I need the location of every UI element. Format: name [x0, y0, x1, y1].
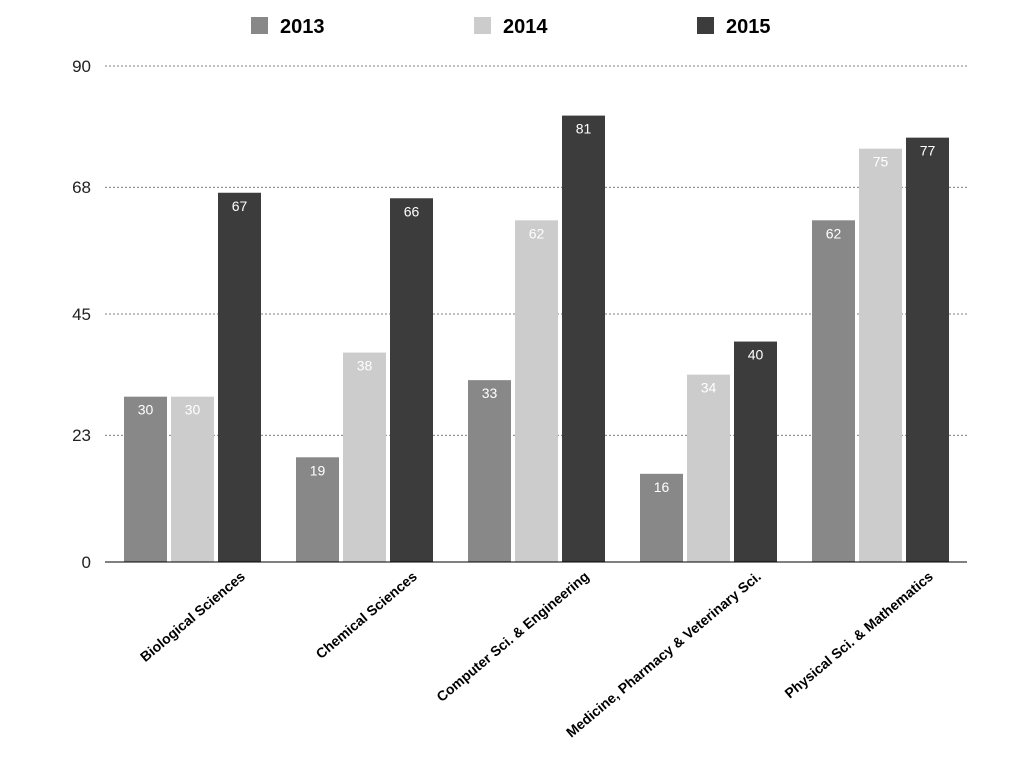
- bar-value-label: 81: [576, 121, 592, 137]
- legend: 2013 2014 2015: [251, 16, 771, 38]
- y-tick-label: 68: [72, 178, 91, 197]
- bar-value-label: 75: [873, 154, 889, 170]
- bar: [468, 380, 511, 562]
- bar: [906, 137, 949, 562]
- legend-label: 2015: [726, 16, 771, 38]
- bar: [343, 352, 386, 562]
- x-category-label: Chemical Sciences: [312, 568, 420, 662]
- bar: [734, 341, 777, 562]
- bar-value-label: 62: [826, 225, 842, 241]
- y-tick-label: 90: [72, 57, 91, 76]
- legend-swatch: [697, 17, 714, 34]
- y-tick-label: 45: [72, 305, 91, 324]
- bar-value-label: 30: [185, 402, 201, 418]
- bar-value-label: 30: [138, 402, 154, 418]
- bar: [218, 192, 261, 562]
- bars: [124, 115, 949, 563]
- bar-value-label: 62: [529, 225, 545, 241]
- x-category-label: Medicine, Pharmacy & Veterinary Sci.: [563, 568, 764, 740]
- bar: [171, 396, 214, 562]
- bar: [515, 220, 558, 563]
- y-tick-label: 0: [82, 553, 91, 572]
- bar-value-label: 33: [482, 385, 498, 401]
- bar: [640, 473, 683, 562]
- bar-value-labels: 30 30 67 19 38 66 33 62 81 16 34 40 62 75 77: [138, 121, 936, 495]
- legend-swatch: [251, 17, 268, 34]
- bar: [687, 374, 730, 562]
- bar-value-label: 40: [748, 347, 764, 363]
- bar-value-label: 67: [232, 198, 248, 214]
- bar-value-label: 19: [310, 462, 326, 478]
- bar: [390, 198, 433, 562]
- bar-value-label: 66: [404, 203, 420, 219]
- x-category-label: Biological Sciences: [137, 568, 248, 665]
- bar: [812, 220, 855, 563]
- y-axis-ticks: 0 23 45 68 90: [72, 57, 91, 572]
- y-tick-label: 23: [72, 426, 91, 445]
- bar: [296, 457, 339, 562]
- x-category-label: Computer Sci. & Engineering: [433, 568, 592, 705]
- bar-value-label: 34: [701, 380, 717, 396]
- bar: [124, 396, 167, 562]
- bar-value-label: 38: [357, 358, 373, 374]
- legend-label: 2013: [280, 16, 325, 38]
- bar: [859, 148, 902, 562]
- bar-value-label: 77: [920, 143, 936, 159]
- bar: [562, 115, 605, 562]
- legend-swatch: [474, 17, 491, 34]
- legend-label: 2014: [503, 16, 548, 38]
- bar-value-label: 16: [654, 479, 670, 495]
- x-axis-category-labels: Biological Sciences Chemical Sciences Comp…: [137, 568, 936, 740]
- x-category-label: Physical Sci. & Mathematics: [781, 568, 936, 701]
